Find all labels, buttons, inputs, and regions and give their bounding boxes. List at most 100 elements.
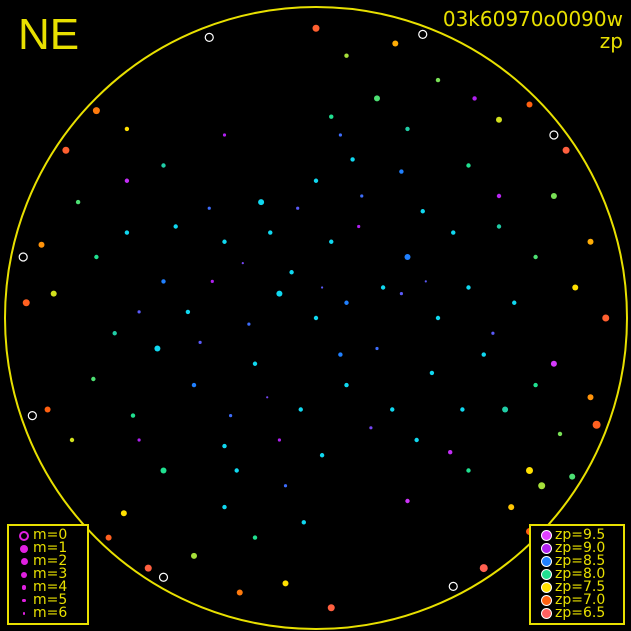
star-point	[124, 178, 130, 183]
star-point	[549, 130, 559, 140]
star-point	[161, 279, 166, 284]
star-point	[420, 209, 425, 214]
magnitude-legend-entry: m=4	[15, 580, 81, 594]
zp-legend-label: zp=8.0	[555, 566, 606, 582]
star-point	[405, 126, 410, 132]
magnitude-legend-entry: m=1	[15, 541, 81, 555]
star-point	[313, 315, 319, 321]
star-point	[533, 254, 538, 260]
star-point	[557, 431, 563, 437]
star-point	[448, 581, 458, 592]
star-point	[91, 376, 96, 382]
zp-color-swatch-icon	[537, 556, 555, 567]
magnitude-legend-label: m=6	[33, 605, 68, 621]
star-point	[252, 535, 258, 540]
zp-legend-label: zp=7.0	[555, 592, 606, 608]
zp-color-swatch-icon	[537, 595, 555, 606]
zp-legend-entry: zp=7.0	[537, 592, 617, 608]
zp-legend-label: zp=9.0	[555, 540, 606, 556]
star-point	[329, 239, 334, 244]
star-point	[301, 520, 306, 525]
star-point	[344, 300, 349, 305]
zp-legend-label: zp=9.5	[555, 527, 606, 543]
star-point	[502, 406, 509, 413]
plot-subtitle: zp	[599, 29, 623, 53]
star-point	[173, 224, 178, 229]
star-point	[266, 396, 269, 399]
star-point	[258, 199, 265, 206]
star-point	[112, 331, 117, 336]
star-point	[276, 290, 283, 297]
zp-legend-entry: zp=8.5	[537, 554, 617, 568]
star-point	[210, 279, 214, 283]
star-points	[18, 24, 610, 612]
star-point	[185, 309, 191, 315]
magnitude-legend-entry: m=5	[15, 592, 81, 608]
star-point	[319, 453, 325, 458]
star-point	[399, 292, 403, 296]
star-point	[268, 230, 273, 235]
star-point	[466, 163, 471, 168]
star-point	[350, 157, 355, 162]
magnitude-symbol-icon	[15, 585, 33, 590]
star-point	[460, 407, 465, 412]
star-point	[496, 116, 502, 123]
magnitude-symbol-icon	[15, 530, 33, 541]
star-point	[572, 284, 579, 291]
star-point	[496, 224, 502, 229]
star-point	[472, 96, 477, 101]
star-point	[277, 438, 281, 442]
star-point	[124, 230, 130, 235]
star-point	[137, 438, 141, 442]
star-point	[312, 24, 320, 32]
star-point	[22, 299, 30, 307]
star-point	[435, 315, 441, 321]
star-point	[236, 589, 243, 596]
zp-color-swatch-icon	[537, 582, 555, 593]
star-point	[144, 564, 152, 572]
star-point	[38, 241, 45, 248]
star-point	[491, 331, 495, 335]
star-point	[27, 411, 37, 421]
star-point	[357, 224, 361, 229]
star-point	[137, 310, 141, 314]
plot-title-block: 03k60970o0090w zp	[443, 8, 623, 52]
star-point	[512, 300, 517, 305]
star-point	[313, 178, 319, 183]
star-point	[424, 280, 427, 283]
plot-title: 03k60970o0090w	[442, 7, 623, 31]
star-point	[369, 426, 373, 430]
star-point	[526, 101, 533, 108]
magnitude-symbol-icon	[15, 598, 33, 603]
magnitude-symbol-icon	[15, 612, 33, 615]
star-point	[562, 146, 570, 154]
star-point	[404, 254, 411, 260]
star-point	[44, 406, 51, 413]
star-point	[405, 498, 410, 504]
star-point	[550, 193, 557, 199]
star-point	[569, 473, 576, 480]
star-point	[550, 360, 557, 367]
magnitude-symbol-icon	[15, 544, 33, 553]
magnitude-legend-entry: m=6	[15, 605, 81, 621]
magnitude-legend-label: m=3	[33, 566, 68, 582]
magnitude-legend-entry: m=0	[15, 528, 81, 542]
magnitude-legend-entry: m=2	[15, 554, 81, 568]
star-point	[204, 32, 214, 43]
star-point	[50, 290, 57, 297]
zp-legend-label: zp=6.5	[555, 605, 606, 621]
star-point	[75, 199, 81, 205]
magnitude-legend-entry: m=3	[15, 566, 81, 582]
star-point	[282, 580, 289, 587]
star-point	[105, 534, 112, 541]
star-point	[198, 340, 202, 344]
star-point	[222, 504, 227, 510]
star-point	[191, 552, 197, 559]
star-point	[481, 352, 486, 357]
star-point	[120, 510, 127, 517]
zp-color-swatch-icon	[537, 530, 555, 541]
star-point	[448, 450, 453, 455]
star-point	[429, 370, 435, 376]
magnitude-legend-label: m=5	[33, 592, 68, 608]
star-point	[338, 352, 343, 357]
